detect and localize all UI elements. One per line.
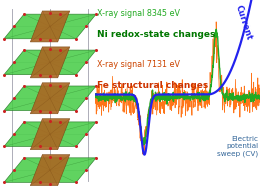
Text: Electric
potential
sweep (CV): Electric potential sweep (CV) bbox=[217, 136, 258, 156]
Polygon shape bbox=[4, 14, 96, 39]
Polygon shape bbox=[30, 155, 70, 186]
Polygon shape bbox=[30, 47, 70, 78]
Text: X-ray signal 7131 eV: X-ray signal 7131 eV bbox=[96, 60, 180, 70]
Polygon shape bbox=[4, 158, 96, 182]
Text: X-ray signal 8345 eV: X-ray signal 8345 eV bbox=[96, 9, 180, 19]
Polygon shape bbox=[30, 83, 70, 114]
Polygon shape bbox=[30, 119, 70, 150]
Text: Current: Current bbox=[233, 4, 254, 41]
Text: Ni redox-state changes: Ni redox-state changes bbox=[96, 30, 215, 39]
Polygon shape bbox=[4, 86, 96, 111]
Polygon shape bbox=[30, 11, 70, 42]
Polygon shape bbox=[4, 50, 96, 75]
Polygon shape bbox=[4, 122, 96, 146]
Text: Fe structural changes: Fe structural changes bbox=[96, 81, 208, 90]
